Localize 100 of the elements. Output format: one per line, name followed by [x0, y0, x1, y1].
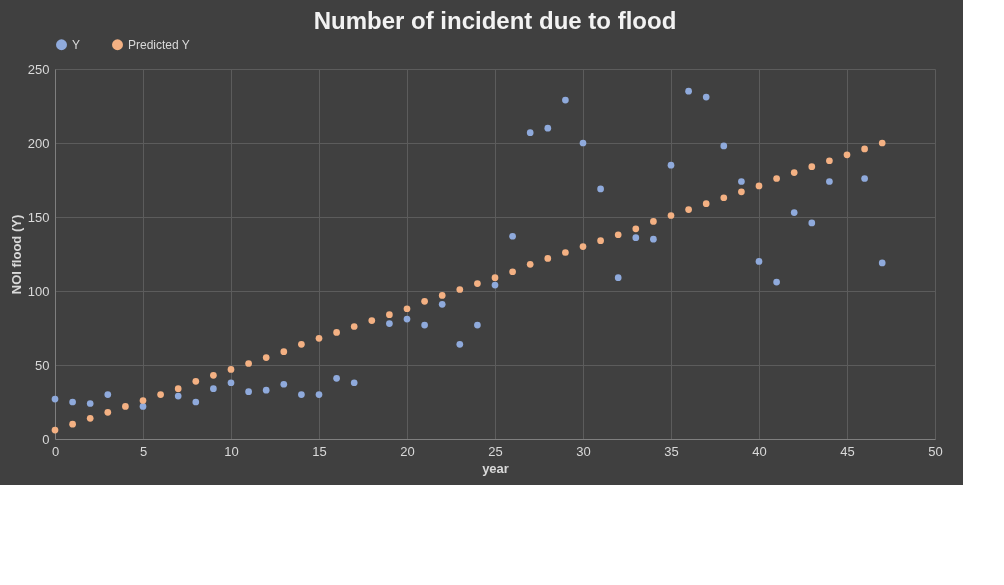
x-axis-title: year	[482, 460, 509, 476]
y-tick-label: 150	[27, 209, 50, 225]
point	[878, 139, 886, 147]
point	[491, 281, 499, 289]
point	[685, 87, 692, 95]
point	[579, 139, 587, 147]
point	[86, 414, 94, 422]
point	[773, 278, 780, 286]
point	[403, 305, 411, 313]
point	[210, 385, 217, 393]
point	[861, 175, 868, 182]
point	[315, 391, 323, 398]
point	[509, 268, 516, 276]
x-tick-label: 45	[840, 443, 855, 459]
point	[650, 218, 657, 225]
y-tick-label: 100	[27, 283, 50, 299]
y-tick-label: 0	[42, 431, 50, 447]
x-tick-label: 50	[928, 443, 943, 459]
point	[51, 395, 59, 403]
point	[614, 231, 622, 239]
point	[280, 380, 288, 388]
point	[122, 403, 129, 410]
point	[509, 232, 516, 240]
point	[755, 182, 763, 190]
point	[597, 237, 604, 245]
point	[174, 392, 182, 400]
point	[174, 385, 182, 393]
x-tick-label: 10	[224, 443, 239, 459]
point	[368, 317, 376, 324]
point	[474, 280, 481, 287]
point	[790, 169, 798, 176]
point	[597, 185, 604, 193]
y-tick-label: 250	[27, 61, 50, 77]
y-axis-title: NOI flood (Y)	[8, 214, 24, 295]
point	[843, 151, 851, 159]
point	[298, 340, 305, 348]
point	[386, 320, 393, 327]
point	[702, 93, 710, 101]
y-tick-label: 50	[35, 357, 50, 373]
point	[298, 391, 305, 398]
point	[562, 96, 569, 104]
point	[861, 145, 868, 153]
point	[51, 426, 59, 434]
point	[104, 409, 112, 416]
point	[544, 124, 552, 132]
point	[386, 311, 393, 319]
point	[526, 261, 534, 268]
point	[808, 219, 816, 227]
point	[491, 274, 499, 282]
point	[826, 157, 833, 165]
x-tick-label: 30	[576, 443, 591, 459]
x-tick-label: 15	[312, 443, 327, 459]
point	[421, 321, 428, 329]
point	[456, 340, 464, 348]
x-tick-label: 20	[400, 443, 415, 459]
point	[579, 243, 587, 250]
point	[227, 366, 235, 373]
point	[315, 335, 323, 342]
point	[720, 194, 728, 202]
point	[632, 234, 640, 242]
point	[333, 329, 340, 336]
point	[192, 398, 200, 406]
point	[826, 178, 833, 185]
point	[456, 286, 464, 293]
point	[280, 348, 288, 356]
point	[69, 398, 76, 406]
point	[438, 300, 446, 308]
point	[350, 323, 358, 330]
point	[245, 360, 252, 367]
point	[86, 400, 94, 407]
point	[632, 225, 640, 233]
point	[333, 374, 340, 382]
point	[438, 292, 446, 299]
point	[667, 161, 675, 169]
point	[755, 258, 763, 265]
point	[262, 354, 270, 361]
point	[738, 178, 745, 185]
point	[562, 249, 569, 256]
point	[720, 142, 728, 150]
point	[773, 175, 780, 182]
point	[262, 386, 270, 394]
legend-label: Y	[72, 37, 81, 52]
point	[474, 321, 481, 329]
point	[69, 420, 76, 428]
point	[139, 403, 147, 410]
point	[790, 209, 798, 216]
point	[227, 379, 235, 387]
point	[544, 255, 552, 262]
chart-title: Number of incident due to flood	[313, 7, 677, 34]
point	[808, 163, 816, 171]
point	[667, 212, 675, 219]
legend-label: Predicted Y	[128, 37, 190, 52]
point	[104, 391, 112, 398]
point	[738, 188, 745, 196]
point	[650, 235, 657, 243]
point	[403, 315, 411, 323]
point	[614, 274, 622, 282]
x-tick-label: 35	[664, 443, 679, 459]
y-tick-label: 200	[27, 135, 50, 151]
point	[421, 298, 428, 305]
